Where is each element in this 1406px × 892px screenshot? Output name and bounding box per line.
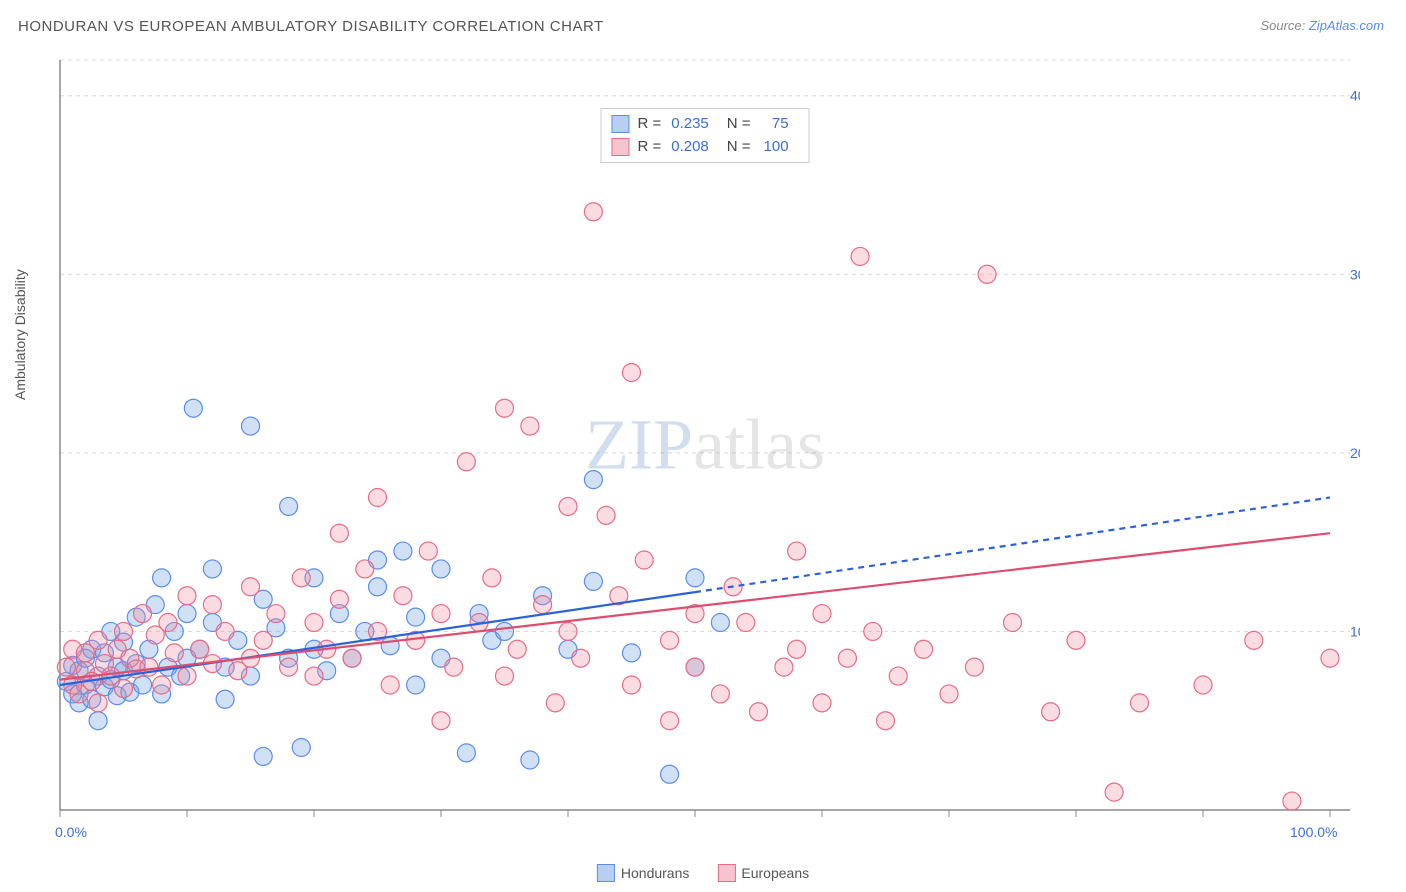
svg-text:40.0%: 40.0% <box>1350 88 1360 104</box>
n-value: 100 <box>761 136 789 159</box>
x-tick-label: 100.0% <box>1290 824 1337 840</box>
source-link[interactable]: ZipAtlas.com <box>1309 18 1384 33</box>
r-label: R = <box>637 136 661 159</box>
n-label: N = <box>727 113 751 136</box>
legend-label: Hondurans <box>621 865 690 881</box>
svg-text:10.0%: 10.0% <box>1350 623 1360 639</box>
source-prefix: Source: <box>1260 18 1308 33</box>
legend-item: Europeans <box>717 864 809 882</box>
r-label: R = <box>637 113 661 136</box>
svg-text:20.0%: 20.0% <box>1350 445 1360 461</box>
y-axis-label: Ambulatory Disability <box>12 269 28 400</box>
stats-legend: R = 0.235 N = 75 R = 0.208 N = 100 <box>600 108 809 163</box>
r-value: 0.235 <box>671 113 709 136</box>
x-tick-label: 0.0% <box>55 824 87 840</box>
stats-legend-row: R = 0.208 N = 100 <box>611 136 798 159</box>
bottom-legend: Hondurans Europeans <box>597 864 809 882</box>
legend-swatch <box>717 864 735 882</box>
plot-area: 10.0%20.0%30.0%40.0% ZIPatlas R =0.235N … <box>50 50 1360 840</box>
stats-legend-row: R = 0.235 N = 75 <box>611 113 798 136</box>
n-label: N = <box>727 136 751 159</box>
source-attribution: Source: ZipAtlas.com <box>1260 18 1384 33</box>
n-value: 75 <box>761 113 789 136</box>
chart-title: HONDURAN VS EUROPEAN AMBULATORY DISABILI… <box>18 18 604 35</box>
svg-text:30.0%: 30.0% <box>1350 266 1360 282</box>
scatter-chart-svg: 10.0% 20.0% 30.0% 40.0% <box>50 50 1360 840</box>
r-value: 0.208 <box>671 136 709 159</box>
legend-swatch <box>597 864 615 882</box>
legend-item: Hondurans <box>597 864 690 882</box>
legend-swatch <box>611 138 629 156</box>
legend-swatch <box>611 115 629 133</box>
legend-label: Europeans <box>741 865 809 881</box>
